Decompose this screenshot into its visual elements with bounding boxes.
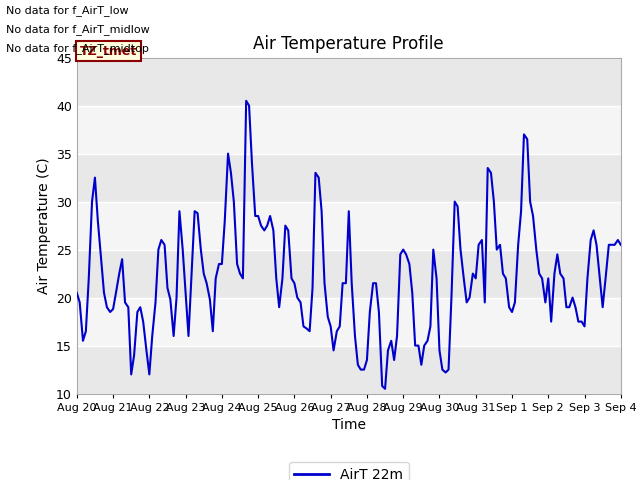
Bar	[77, 202, 621, 250]
Text: No data for f_AirT_low: No data for f_AirT_low	[6, 5, 129, 16]
Text: No data for f_AirT_midlow: No data for f_AirT_midlow	[6, 24, 150, 35]
Bar	[77, 58, 621, 106]
Text: No data for f_AirT_midtop: No data for f_AirT_midtop	[6, 43, 149, 54]
Bar	[77, 346, 621, 394]
Title: Air Temperature Profile: Air Temperature Profile	[253, 35, 444, 53]
Text: TZ_tmet: TZ_tmet	[79, 45, 137, 58]
X-axis label: Time: Time	[332, 418, 366, 432]
Bar	[77, 250, 621, 298]
Bar	[77, 154, 621, 202]
Bar	[77, 298, 621, 346]
Legend: AirT 22m: AirT 22m	[289, 462, 409, 480]
Y-axis label: Air Temperature (C): Air Temperature (C)	[36, 157, 51, 294]
Bar	[77, 106, 621, 154]
